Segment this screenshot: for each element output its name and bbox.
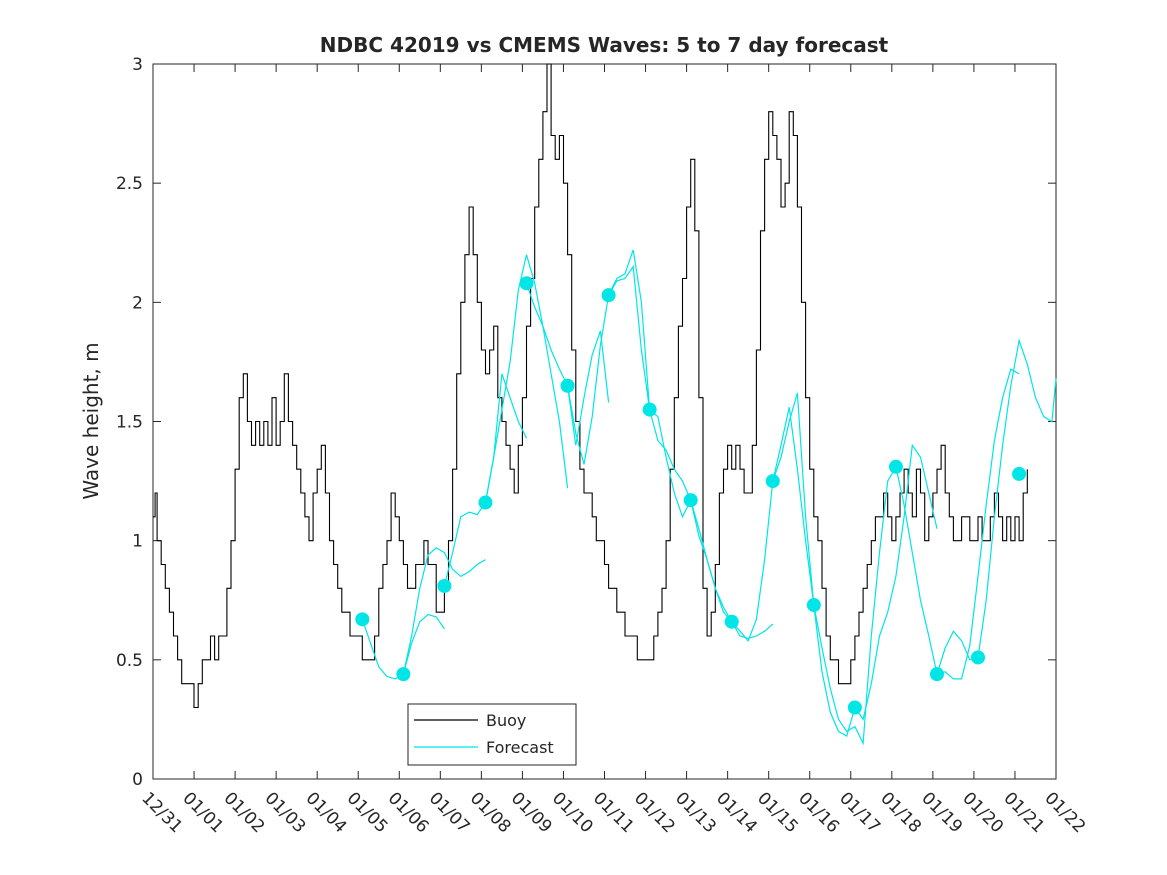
y-tick-label: 1	[132, 532, 143, 552]
forecast-marker	[601, 288, 616, 303]
x-tick-label: 01/15	[753, 788, 802, 837]
x-tick-label: 01/09	[507, 788, 556, 837]
forecast-marker	[888, 459, 903, 474]
forecast-marker	[642, 402, 657, 417]
forecast-marker	[971, 650, 986, 665]
x-tick-label: 01/02	[220, 788, 269, 837]
buoy-line	[153, 63, 1028, 709]
forecast-marker	[683, 493, 698, 508]
y-tick-label: 2.5	[116, 174, 143, 194]
forecast-run-line	[772, 392, 856, 738]
forecast-marker	[929, 667, 944, 682]
y-axis-label: Wave height, m	[79, 342, 103, 499]
x-tick-label: 01/04	[302, 788, 351, 837]
forecast-marker	[1012, 466, 1027, 481]
forecast-run-line	[895, 466, 979, 677]
forecast-marker	[355, 612, 370, 627]
x-tick-label: 12/31	[137, 788, 186, 837]
x-tick-label: 01/20	[958, 788, 1007, 837]
x-axis: 12/3101/0101/0201/0301/0401/0501/0601/07…	[137, 64, 1089, 837]
forecast-run-line	[854, 443, 938, 721]
forecast-marker	[765, 474, 780, 489]
x-tick-label: 01/22	[1040, 788, 1089, 837]
x-tick-label: 01/21	[999, 788, 1048, 837]
forecast-marker	[724, 614, 739, 629]
legend-buoy-label: Buoy	[486, 711, 526, 730]
forecast-marker	[847, 700, 862, 715]
x-tick-label: 01/17	[835, 788, 884, 837]
forecast-run-line	[813, 466, 897, 746]
x-tick-label: 01/06	[384, 788, 433, 837]
x-tick-label: 01/03	[261, 788, 310, 837]
x-tick-label: 01/13	[671, 788, 720, 837]
y-tick-label: 2	[132, 293, 143, 313]
forecast-marker	[437, 578, 452, 593]
forecast-run-line	[484, 254, 569, 503]
x-tick-label: 01/14	[712, 788, 761, 837]
legend-forecast-label: Forecast	[486, 738, 554, 757]
y-tick-label: 0	[132, 770, 143, 790]
y-tick-label: 3	[132, 55, 143, 75]
legend-box	[407, 703, 577, 766]
y-tick-label: 1.5	[116, 413, 143, 433]
x-tick-label: 01/07	[425, 788, 474, 837]
forecast-marker	[806, 598, 821, 613]
y-axis: 0 0.5 1 1.5 2 2.5 3	[116, 55, 1056, 790]
y-tick-label: 0.5	[116, 651, 143, 671]
chart-title: NDBC 42019 vs CMEMS Waves: 5 to 7 day fo…	[320, 33, 889, 57]
x-tick-label: 01/05	[343, 788, 392, 837]
forecast-series	[361, 249, 1057, 746]
x-tick-label: 01/16	[794, 788, 843, 837]
forecast-marker	[396, 667, 411, 682]
forecast-marker	[519, 276, 534, 291]
forecast-marker	[478, 495, 493, 510]
x-tick-label: 01/10	[548, 788, 597, 837]
x-tick-label: 01/19	[917, 788, 966, 837]
forecast-marker	[560, 378, 575, 393]
forecast-markers	[355, 276, 1027, 715]
x-tick-label: 01/08	[466, 788, 515, 837]
forecast-run-line	[977, 338, 1057, 658]
forecast-run-line	[402, 547, 486, 675]
legend: Buoy Forecast	[407, 703, 577, 766]
x-tick-label: 01/18	[876, 788, 925, 837]
x-tick-label: 01/01	[179, 788, 228, 837]
x-tick-label: 01/12	[630, 788, 679, 837]
x-tick-label: 01/11	[589, 788, 638, 837]
buoy-series	[153, 63, 1028, 709]
forecast-run-line	[731, 407, 815, 642]
forecast-run-line	[936, 368, 1020, 680]
